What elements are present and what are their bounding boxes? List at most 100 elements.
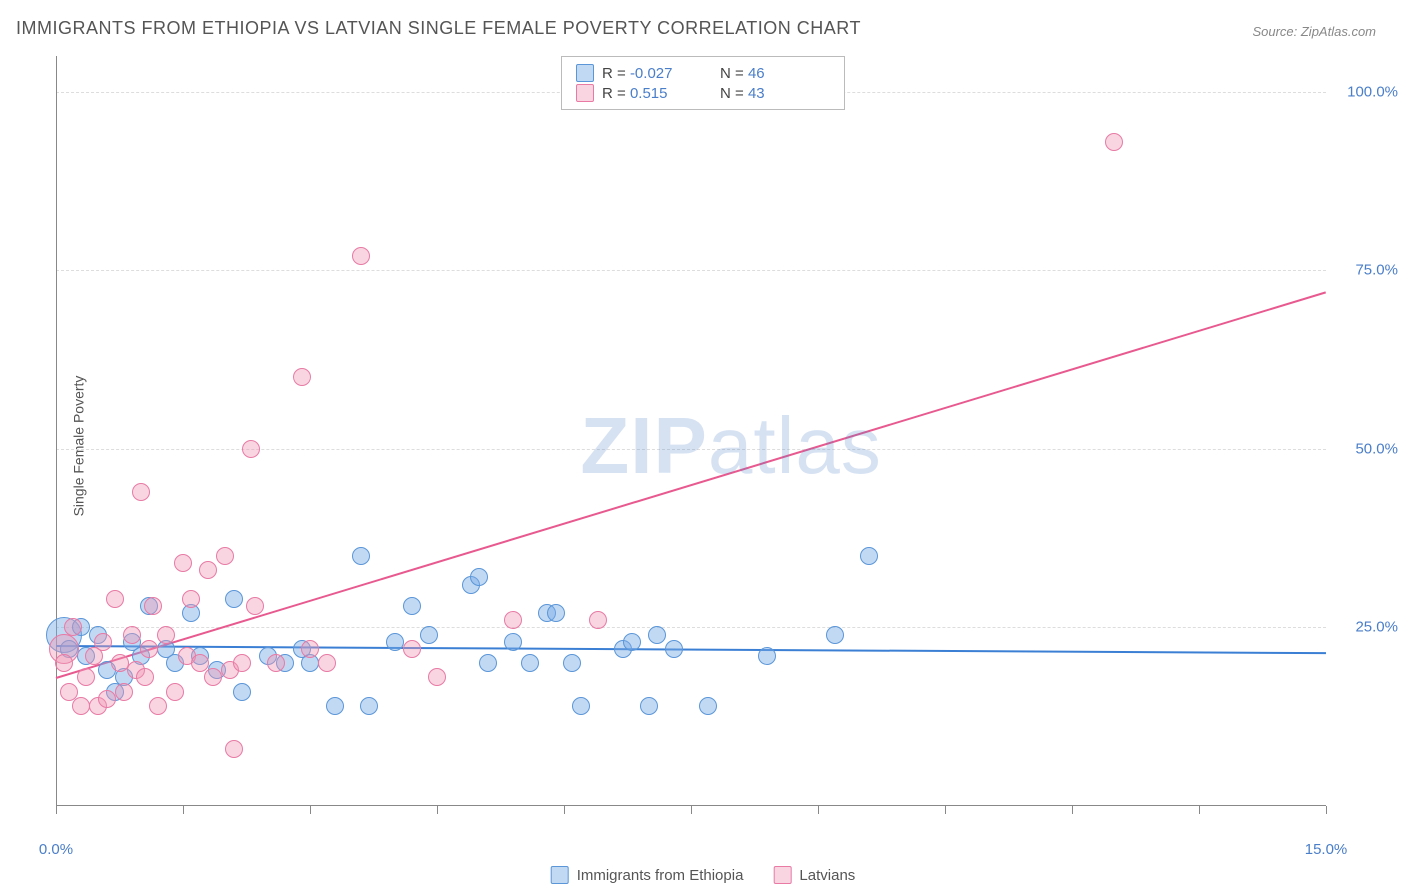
point-latvians xyxy=(166,683,184,701)
y-tick-label: 75.0% xyxy=(1355,262,1398,279)
point-latvians xyxy=(132,483,150,501)
point-latvians xyxy=(233,654,251,672)
x-tick-label-left: 0.0% xyxy=(39,841,73,858)
point-latvians xyxy=(111,654,129,672)
point-latvians xyxy=(144,597,162,615)
legend-stats-row-ethiopia: R = -0.027 N = 46 xyxy=(576,63,830,83)
point-ethiopia xyxy=(860,547,878,565)
gridline xyxy=(56,270,1326,271)
point-latvians xyxy=(157,626,175,644)
point-ethiopia xyxy=(640,697,658,715)
y-axis xyxy=(56,56,57,806)
point-ethiopia xyxy=(563,654,581,672)
legend-stats-box: R = -0.027 N = 46 R = 0.515 N = 43 xyxy=(561,56,845,110)
point-latvians xyxy=(225,740,243,758)
point-ethiopia xyxy=(623,633,641,651)
point-latvians xyxy=(115,683,133,701)
x-tick xyxy=(691,806,692,814)
x-tick xyxy=(1326,806,1327,814)
y-tick-label: 50.0% xyxy=(1355,440,1398,457)
y-tick-label: 25.0% xyxy=(1355,619,1398,636)
point-ethiopia xyxy=(225,590,243,608)
point-latvians xyxy=(106,590,124,608)
legend-swatch-latvians xyxy=(576,84,594,102)
chart-title: IMMIGRANTS FROM ETHIOPIA VS LATVIAN SING… xyxy=(16,18,861,39)
point-latvians xyxy=(204,668,222,686)
point-ethiopia xyxy=(648,626,666,644)
trendline-latvians xyxy=(56,292,1327,680)
point-latvians xyxy=(98,690,116,708)
x-tick xyxy=(310,806,311,814)
point-latvians xyxy=(352,247,370,265)
point-ethiopia xyxy=(521,654,539,672)
legend-item-latvians: Latvians xyxy=(773,866,855,884)
point-latvians xyxy=(242,440,260,458)
legend-swatch-latvians xyxy=(773,866,791,884)
point-ethiopia xyxy=(758,647,776,665)
x-tick xyxy=(564,806,565,814)
x-tick xyxy=(437,806,438,814)
point-latvians xyxy=(1105,133,1123,151)
point-ethiopia xyxy=(699,697,717,715)
point-ethiopia xyxy=(504,633,522,651)
legend-label-latvians: Latvians xyxy=(799,867,855,884)
point-latvians xyxy=(589,611,607,629)
x-tick-label-right: 15.0% xyxy=(1305,841,1348,858)
point-latvians xyxy=(140,640,158,658)
point-ethiopia xyxy=(352,547,370,565)
point-latvians xyxy=(55,654,73,672)
point-ethiopia xyxy=(326,697,344,715)
legend-item-ethiopia: Immigrants from Ethiopia xyxy=(551,866,744,884)
point-ethiopia xyxy=(572,697,590,715)
point-latvians xyxy=(182,590,200,608)
point-ethiopia xyxy=(826,626,844,644)
gridline xyxy=(56,627,1326,628)
x-tick xyxy=(1072,806,1073,814)
point-ethiopia xyxy=(470,568,488,586)
legend-r-latvians: R = 0.515 xyxy=(602,85,712,102)
legend-label-ethiopia: Immigrants from Ethiopia xyxy=(577,867,744,884)
point-latvians xyxy=(293,368,311,386)
point-latvians xyxy=(267,654,285,672)
legend-stats-row-latvians: R = 0.515 N = 43 xyxy=(576,83,830,103)
point-ethiopia xyxy=(665,640,683,658)
x-tick xyxy=(818,806,819,814)
trendline-ethiopia xyxy=(56,645,1326,654)
point-latvians xyxy=(504,611,522,629)
x-tick xyxy=(945,806,946,814)
point-latvians xyxy=(94,633,112,651)
source-attribution: Source: ZipAtlas.com xyxy=(1252,24,1376,39)
legend-swatch-ethiopia xyxy=(551,866,569,884)
x-tick xyxy=(56,806,57,814)
legend-r-ethiopia: R = -0.027 xyxy=(602,65,712,82)
point-latvians xyxy=(428,668,446,686)
legend-n-ethiopia: N = 46 xyxy=(720,65,830,82)
point-ethiopia xyxy=(420,626,438,644)
legend-swatch-ethiopia xyxy=(576,64,594,82)
legend-n-latvians: N = 43 xyxy=(720,85,830,102)
point-ethiopia xyxy=(403,597,421,615)
point-latvians xyxy=(301,640,319,658)
point-ethiopia xyxy=(360,697,378,715)
y-tick-label: 100.0% xyxy=(1347,83,1398,100)
point-latvians xyxy=(246,597,264,615)
point-ethiopia xyxy=(547,604,565,622)
point-latvians xyxy=(72,697,90,715)
point-ethiopia xyxy=(233,683,251,701)
point-ethiopia xyxy=(479,654,497,672)
point-ethiopia xyxy=(386,633,404,651)
point-latvians xyxy=(318,654,336,672)
point-latvians xyxy=(403,640,421,658)
legend-bottom: Immigrants from Ethiopia Latvians xyxy=(551,866,856,884)
point-latvians xyxy=(64,618,82,636)
point-latvians xyxy=(174,554,192,572)
point-latvians xyxy=(199,561,217,579)
x-tick xyxy=(1199,806,1200,814)
point-latvians xyxy=(136,668,154,686)
point-latvians xyxy=(123,626,141,644)
x-tick xyxy=(183,806,184,814)
point-latvians xyxy=(216,547,234,565)
x-axis xyxy=(56,805,1326,806)
point-latvians xyxy=(149,697,167,715)
plot-area: 25.0%50.0%75.0%100.0%0.0%15.0% xyxy=(56,56,1326,836)
